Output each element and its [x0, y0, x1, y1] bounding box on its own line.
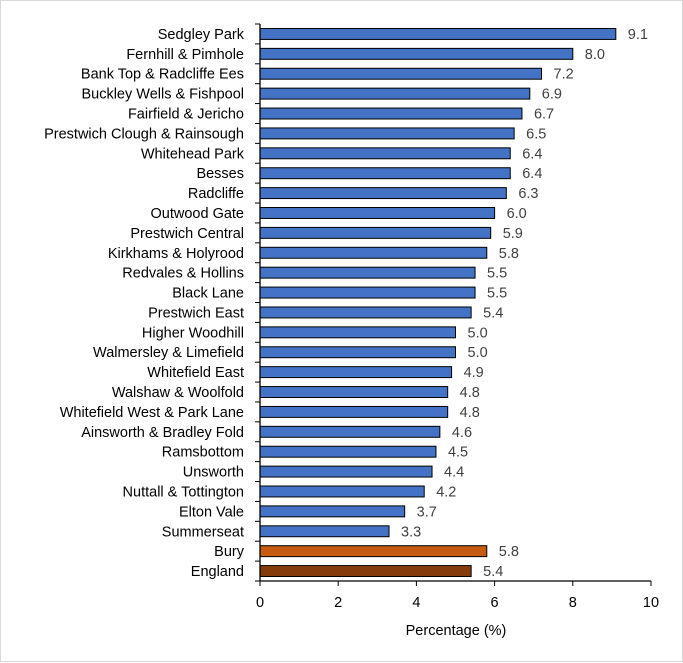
bar [259, 346, 456, 359]
bar [259, 67, 543, 80]
data-label: 5.5 [487, 266, 507, 282]
category-label: Unsworth [183, 465, 244, 481]
x-tick-labels-group: 0 2 4 6 8 10 [256, 595, 659, 611]
data-label: 4.8 [460, 385, 480, 401]
category-label: Redvales & Hollins [122, 266, 244, 282]
bar [259, 127, 515, 140]
bar [259, 326, 456, 339]
category-label: Kirkhams & Holyrood [108, 246, 244, 262]
category-label: Walmersley & Limefield [93, 345, 244, 361]
data-label: 5.0 [468, 345, 488, 361]
category-labels-group: Sedgley Park Fernhill & Pimhole Bank Top &… [44, 27, 245, 580]
data-label: 4.2 [436, 484, 456, 500]
category-label: Higher Woodhill [142, 325, 244, 341]
data-label: 5.5 [487, 286, 507, 302]
bar [259, 246, 488, 259]
x-tick-label: 6 [491, 595, 499, 611]
bar [259, 306, 472, 319]
bars-group [259, 27, 617, 578]
category-label: Whitefield East [147, 365, 244, 381]
bar [259, 27, 617, 40]
data-label: 3.3 [401, 524, 421, 540]
category-label: England [191, 564, 244, 580]
data-label: 5.0 [468, 325, 488, 341]
bar [259, 545, 488, 558]
category-label: Summerseat [162, 524, 244, 540]
data-label: 6.7 [534, 107, 554, 123]
category-label: Bank Top & Radcliffe Ees [81, 67, 244, 83]
category-label: Fernhill & Pimhole [126, 47, 244, 63]
category-label: Prestwich Clough & Rainsough [44, 126, 244, 142]
data-label: 7.2 [554, 67, 574, 83]
data-label: 5.4 [483, 305, 503, 321]
category-label: Walshaw & Woolfold [112, 385, 244, 401]
bar [259, 87, 531, 100]
x-tick-label: 2 [334, 595, 342, 611]
data-label: 5.8 [499, 544, 519, 560]
category-label: Whitehead Park [141, 146, 245, 162]
category-label: Buckley Wells & Fishpool [81, 87, 244, 103]
bar [259, 147, 511, 160]
bar [259, 505, 406, 518]
bar [259, 485, 425, 498]
bar [259, 405, 449, 418]
axes-group [255, 23, 652, 586]
data-label: 4.9 [464, 365, 484, 381]
bar [259, 226, 492, 239]
bar [259, 167, 511, 180]
x-tick-label: 8 [569, 595, 577, 611]
data-label: 5.8 [499, 246, 519, 262]
category-label: Besses [196, 166, 244, 182]
bar [259, 107, 523, 120]
bar [259, 47, 574, 60]
category-label: Outwood Gate [151, 206, 245, 222]
data-label: 9.1 [628, 27, 648, 43]
data-label: 5.4 [483, 564, 503, 580]
data-label: 6.4 [522, 146, 542, 162]
data-label: 3.7 [417, 504, 437, 520]
data-label: 4.4 [444, 465, 464, 481]
data-label: 8.0 [585, 47, 605, 63]
category-label: Ramsbottom [162, 445, 244, 461]
data-label: 6.4 [522, 166, 542, 182]
bar [259, 425, 441, 438]
value-labels-group: 9.1 8.0 7.2 6.9 6.7 6.5 6.4 6.4 6.3 6.0 5.9 5.8 5.5 5… [401, 27, 648, 580]
bar [259, 207, 496, 219]
category-label: Nuttall & Tottington [123, 484, 244, 500]
category-label: Prestwich East [148, 305, 244, 321]
data-label: 6.0 [507, 206, 527, 222]
bar [259, 366, 453, 379]
category-label: Sedgley Park [158, 27, 245, 43]
bar [259, 187, 507, 200]
data-label: 4.5 [448, 445, 468, 461]
data-label: 4.6 [452, 425, 472, 441]
category-label: Prestwich Central [130, 226, 244, 242]
category-label: Ainsworth & Bradley Fold [81, 425, 244, 441]
x-tick-label: 0 [256, 595, 264, 611]
data-label: 5.9 [503, 226, 523, 242]
bar [259, 445, 437, 458]
bar [259, 386, 449, 398]
x-tick-label: 10 [643, 595, 659, 611]
category-label: Whitefield West & Park Lane [60, 405, 244, 421]
category-label: Elton Vale [179, 504, 244, 520]
data-label: 4.8 [460, 405, 480, 421]
x-axis-title: Percentage (%) [406, 623, 507, 639]
category-label: Black Lane [172, 286, 244, 302]
x-tick-label: 4 [412, 595, 420, 611]
bar [259, 286, 476, 299]
data-label: 6.3 [518, 186, 538, 202]
bar [259, 525, 390, 538]
bar [259, 465, 433, 478]
data-label: 6.5 [526, 126, 546, 142]
category-label: Bury [214, 544, 245, 560]
bar [259, 565, 472, 578]
category-label: Fairfield & Jericho [128, 107, 244, 123]
data-label: 6.9 [542, 87, 562, 103]
bar [259, 266, 476, 279]
category-label: Radcliffe [188, 186, 244, 202]
